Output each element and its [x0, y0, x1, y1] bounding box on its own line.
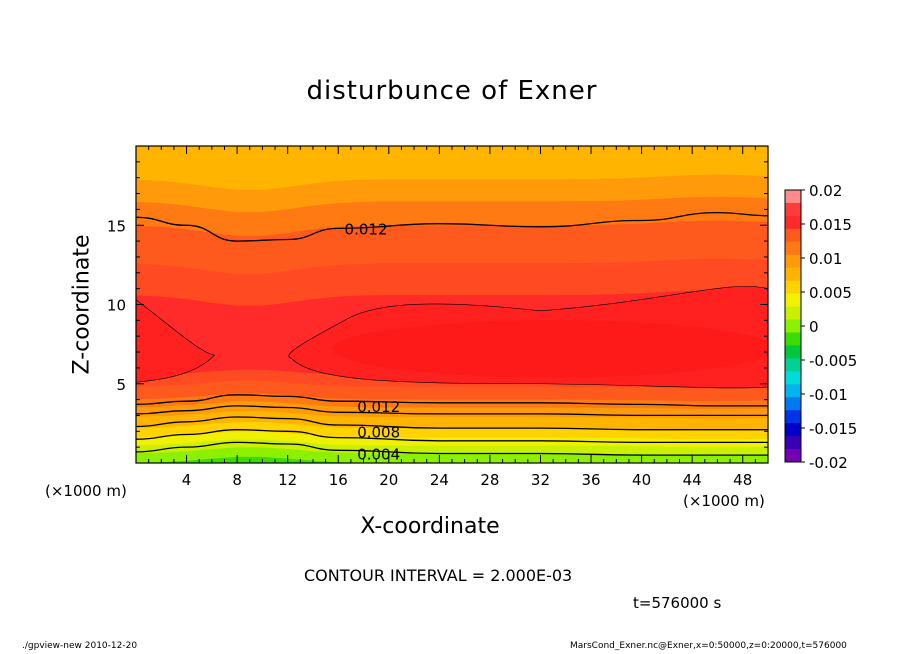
colorbar-segment: [785, 371, 801, 385]
x-tick-label: 40: [632, 471, 651, 489]
contour-upper-0.012: [136, 211, 768, 242]
z-unit-label: (×1000 m): [683, 492, 765, 510]
colorbar-label: -0.01: [809, 386, 848, 404]
colorbar-label: 0.01: [809, 250, 842, 268]
x-tick-label: 12: [278, 471, 297, 489]
contour-0.010: [136, 405, 768, 417]
contour-0.008: [136, 416, 768, 431]
colorbar-segment: [785, 293, 801, 307]
contour-label: 0.004: [357, 445, 400, 463]
colorbar-segment: [785, 332, 801, 346]
colorbar-label: 0.005: [809, 284, 852, 302]
footer-right: MarsCond_Exner.nc@Exner,x=0:50000,z=0:20…: [570, 641, 847, 651]
time-label: t=576000 s: [633, 594, 722, 612]
colorbar-segment: [785, 254, 801, 269]
x-tick-label: 8: [232, 471, 242, 489]
colorbar-segment: [785, 215, 801, 230]
contour-interval-label: CONTOUR INTERVAL = 2.000E-03: [304, 566, 573, 585]
x-axis-label: X-coordinate: [360, 514, 500, 539]
colorbar-segment: [785, 410, 801, 424]
contour-label: 0.012: [345, 220, 388, 238]
colorbar-label: -0.02: [809, 454, 848, 472]
colorbar-segment: [785, 436, 801, 450]
colorbar-segment: [785, 319, 801, 333]
colorbar: 0.02 0.015 0.01 0.005 0 -0.005 -0.01 -0.015 -0.0…: [784, 182, 857, 472]
y-axis-label: Z-coordinate: [69, 234, 95, 375]
x-tick-label: 20: [379, 471, 398, 489]
x-tick-label: 44: [683, 471, 702, 489]
filled-contours: 0.012 0.012 0.008 0.004: [136, 146, 768, 463]
core-region-left: [136, 299, 215, 383]
colorbar-segment: [785, 384, 801, 398]
colorbar-segment: [785, 190, 801, 204]
colorbar-segment: [785, 202, 801, 217]
y-tick-label: 15: [107, 217, 126, 235]
colorbar-segment: [785, 306, 801, 320]
contour-0.004: [136, 441, 768, 456]
x-tick-label: 28: [480, 471, 499, 489]
colorbar-segment: [785, 449, 801, 463]
x-unit-label: (×1000 m): [45, 482, 127, 500]
x-tick-label: 32: [531, 471, 550, 489]
colorbar-segment: [785, 241, 801, 256]
colorbar-label: 0: [809, 318, 819, 336]
colorbar-segment: [785, 280, 801, 295]
colorbar-label: 0.015: [809, 216, 852, 234]
x-tick-label: 36: [581, 471, 600, 489]
colorbar-segment: [785, 228, 801, 243]
band-fill: [136, 447, 768, 463]
y-tick-label: 5: [116, 376, 126, 394]
colorbar-label: -0.015: [809, 420, 857, 438]
colorbar-label: -0.005: [809, 352, 857, 370]
x-tick-label: 16: [329, 471, 348, 489]
contour-lower-0.012: [136, 394, 768, 407]
colorbar-segment: [785, 358, 801, 372]
colorbar-segment: [785, 267, 801, 282]
colorbar-segment: [785, 397, 801, 411]
contour-0.006: [136, 429, 768, 444]
x-tick-label: 4: [182, 471, 192, 489]
contour-label: 0.008: [357, 423, 400, 441]
x-tick-label: 24: [430, 471, 449, 489]
core-highlight: [331, 320, 768, 378]
chart-title: disturbunce of Exner: [306, 76, 598, 106]
colorbar-segment: [785, 345, 801, 359]
colorbar-label: 0.02: [809, 182, 842, 200]
x-tick-label: 48: [733, 471, 752, 489]
band-fill: [136, 456, 566, 463]
colorbar-segment: [785, 423, 801, 437]
footer-left: ./gpview-new 2010-12-20: [22, 641, 138, 651]
contour-label: 0.012: [357, 398, 400, 416]
y-tick-label: 10: [107, 297, 126, 315]
